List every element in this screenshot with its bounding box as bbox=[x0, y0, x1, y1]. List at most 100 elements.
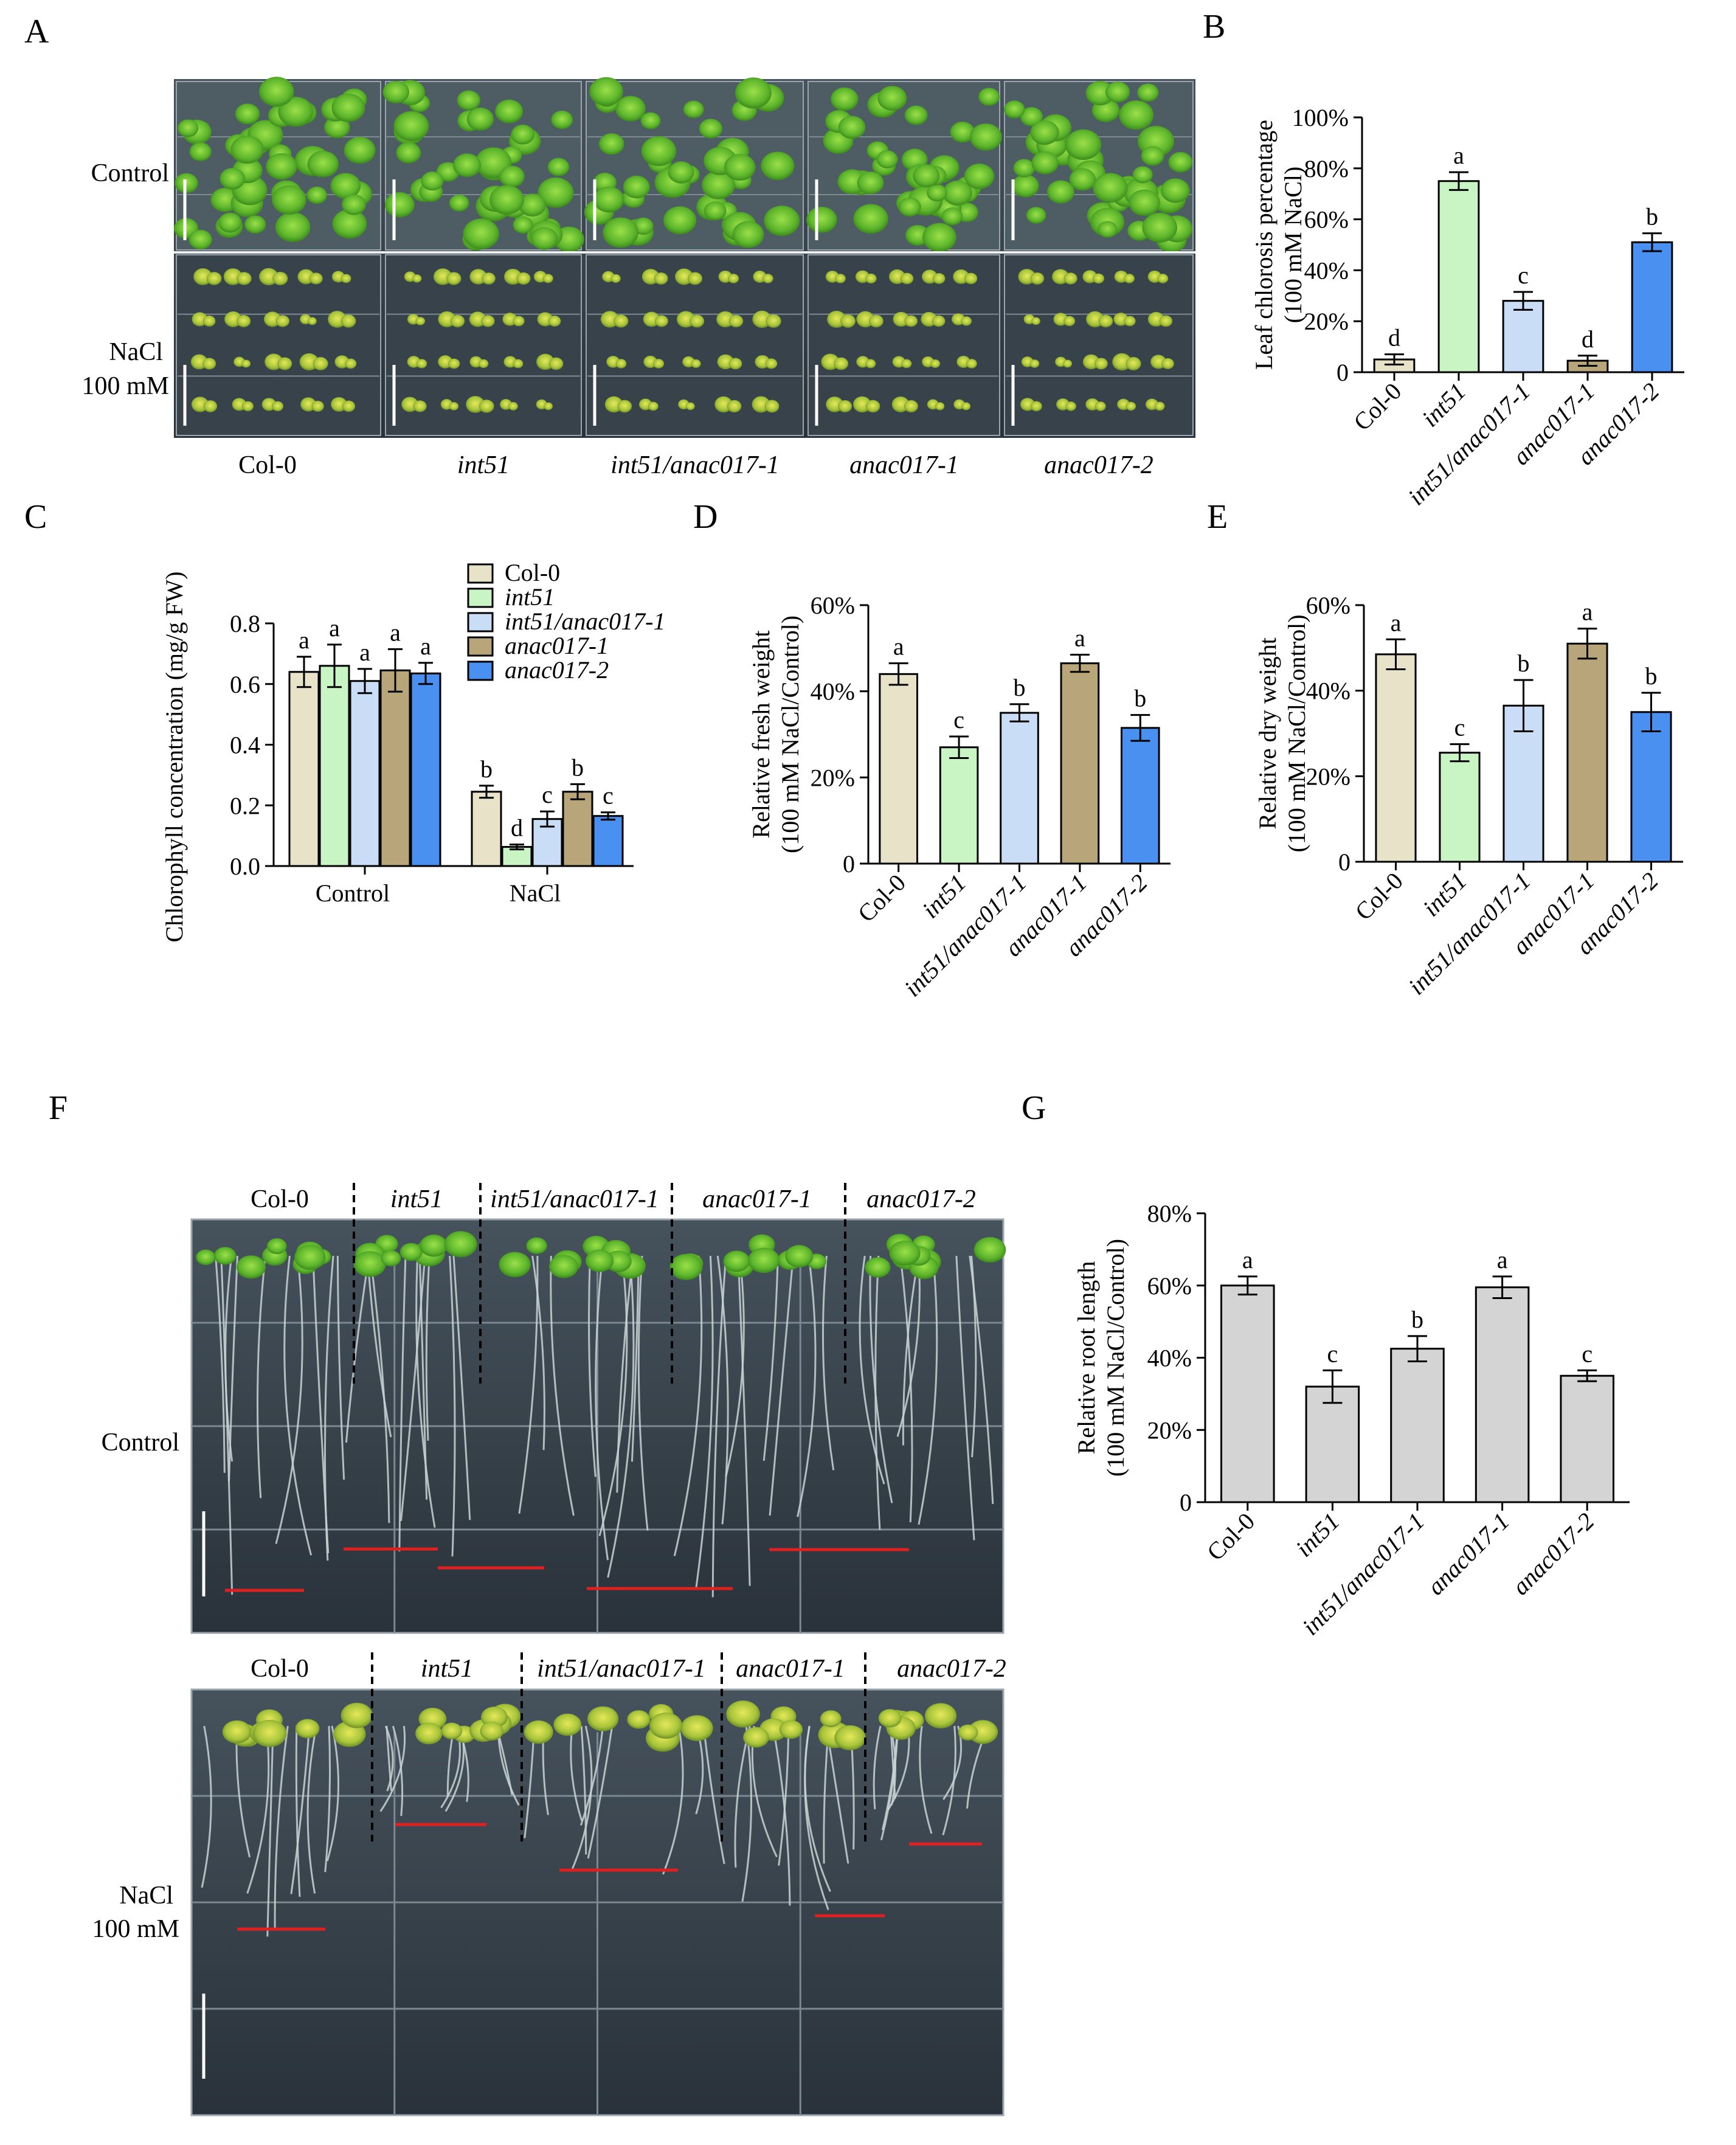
y-tick-label: 0.6 bbox=[230, 671, 260, 698]
y-tick-label: 40% bbox=[1304, 257, 1349, 284]
genotype-label: Col-0 bbox=[251, 1655, 309, 1683]
root bbox=[379, 1725, 406, 1812]
seedling-leaf bbox=[202, 358, 216, 370]
root bbox=[398, 1255, 407, 1551]
seedling-leaf bbox=[1093, 173, 1128, 203]
seedling-leaf bbox=[680, 1715, 713, 1741]
bar bbox=[1439, 752, 1481, 863]
seedling-leaf bbox=[610, 274, 621, 283]
x-tick-label: Col-0 bbox=[852, 869, 911, 927]
root bbox=[955, 1255, 975, 1540]
root bbox=[290, 1725, 311, 1894]
seedling-leaf bbox=[530, 227, 558, 250]
seedling-leaf bbox=[1157, 274, 1169, 283]
seedling-leaf bbox=[966, 359, 977, 369]
seedling-leaf bbox=[834, 1725, 866, 1750]
seedling-leaf bbox=[542, 274, 553, 283]
seedling-leaf bbox=[831, 87, 859, 111]
seedling-leaf bbox=[587, 1706, 619, 1731]
seedling-leaf bbox=[838, 116, 866, 139]
seedling-leaf bbox=[653, 359, 665, 369]
x-tick-label: NaCl bbox=[510, 879, 561, 907]
seedling-leaf bbox=[1161, 358, 1174, 370]
seedling-leaf bbox=[838, 400, 852, 413]
significance-letter: a bbox=[329, 614, 340, 642]
seedling-leaf bbox=[840, 314, 856, 328]
seedling-leaf bbox=[421, 172, 444, 191]
seedling-leaf bbox=[961, 402, 971, 411]
plate-cell bbox=[584, 77, 804, 251]
seedling-leaf bbox=[889, 1240, 921, 1266]
seedling-leaf bbox=[1094, 358, 1108, 370]
y-axis-label: Leaf chlorosis percentage bbox=[1250, 120, 1278, 370]
legend-swatch bbox=[467, 587, 494, 608]
y-tick-label: 100% bbox=[1292, 104, 1349, 131]
seedling-leaf bbox=[495, 99, 524, 123]
seedling-leaf bbox=[206, 272, 222, 285]
seedling-leaf bbox=[342, 400, 356, 412]
significance-letter: a bbox=[299, 626, 310, 654]
panel-a-genotype-labels: Col-0 int51 int51/anac017-1 anac017-1 anac01… bbox=[238, 451, 1153, 479]
y-tick-label: 0.0 bbox=[230, 853, 260, 880]
seedling-leaf bbox=[623, 175, 650, 199]
seedling-leaf bbox=[307, 151, 339, 178]
significance-letter: b bbox=[1014, 674, 1026, 701]
seedling-leaf bbox=[1093, 273, 1105, 284]
seedling-leaf bbox=[617, 400, 632, 413]
seedling-leaf bbox=[927, 184, 947, 202]
legend-label: int51 bbox=[505, 583, 555, 611]
seedling-leaf bbox=[538, 177, 574, 208]
seedling-leaf bbox=[878, 1709, 902, 1728]
significance-letter: a bbox=[1497, 1246, 1508, 1273]
seedling-leaf bbox=[449, 402, 459, 411]
seedling-leaf bbox=[941, 207, 963, 226]
seedling-leaf bbox=[353, 1251, 386, 1277]
seedling-leaf bbox=[743, 1727, 769, 1748]
root bbox=[821, 1255, 835, 1471]
y-axis-label: Relative root length bbox=[1073, 1261, 1100, 1455]
plate-cell bbox=[382, 80, 584, 252]
root bbox=[257, 1255, 266, 1499]
bar bbox=[1390, 1348, 1445, 1503]
bar bbox=[471, 791, 502, 867]
seedling-leaf bbox=[1030, 272, 1045, 285]
root bbox=[570, 1725, 593, 1871]
seedling-leaf bbox=[382, 80, 409, 104]
panel-letter-d: D bbox=[693, 498, 718, 536]
seedling-leaf bbox=[627, 1710, 651, 1729]
root bbox=[616, 1255, 634, 1493]
plate-cell bbox=[586, 254, 804, 436]
seedling-leaf bbox=[242, 401, 254, 412]
seedling-leaf bbox=[900, 272, 914, 285]
seedling-leaf bbox=[1029, 359, 1040, 368]
panel-letter-e: E bbox=[1207, 498, 1228, 536]
seedling-leaf bbox=[668, 161, 694, 184]
y-tick-label: 0 bbox=[1180, 1489, 1192, 1516]
root bbox=[312, 1255, 330, 1554]
significance-letter: a bbox=[1453, 142, 1464, 169]
genotype-label: anac017-1 bbox=[736, 1655, 845, 1683]
root bbox=[324, 1725, 331, 1873]
seedling-leaf bbox=[499, 1252, 531, 1278]
seedling-leaf bbox=[508, 402, 518, 411]
chart-e-dry-weight: 0 20% 40% 60% Relative dry weight (100 mM NaC… bbox=[1254, 592, 1683, 1000]
legend-swatch bbox=[467, 636, 494, 657]
root bbox=[797, 1255, 817, 1517]
root bbox=[275, 1255, 303, 1544]
seedling-leaf bbox=[1030, 401, 1042, 412]
seedling-leaf bbox=[615, 95, 646, 122]
plate-cell bbox=[807, 254, 1000, 436]
legend-label: Col-0 bbox=[505, 559, 560, 586]
root bbox=[873, 1725, 882, 1809]
root bbox=[266, 1725, 274, 1937]
root bbox=[550, 1255, 575, 1516]
root bbox=[386, 1725, 392, 1791]
panel-f-control-label: Control bbox=[102, 1429, 179, 1457]
seedling-leaf bbox=[516, 272, 531, 285]
seedling-leaf bbox=[526, 1237, 547, 1255]
nacl-plate: Col-0 int51 int51/anac017-1 anac017-1 anac01… bbox=[190, 1652, 1006, 2116]
root bbox=[874, 1255, 881, 1530]
seedling-leaf bbox=[1124, 316, 1136, 327]
seedling-leaf bbox=[1154, 401, 1165, 411]
root bbox=[588, 1255, 597, 1477]
